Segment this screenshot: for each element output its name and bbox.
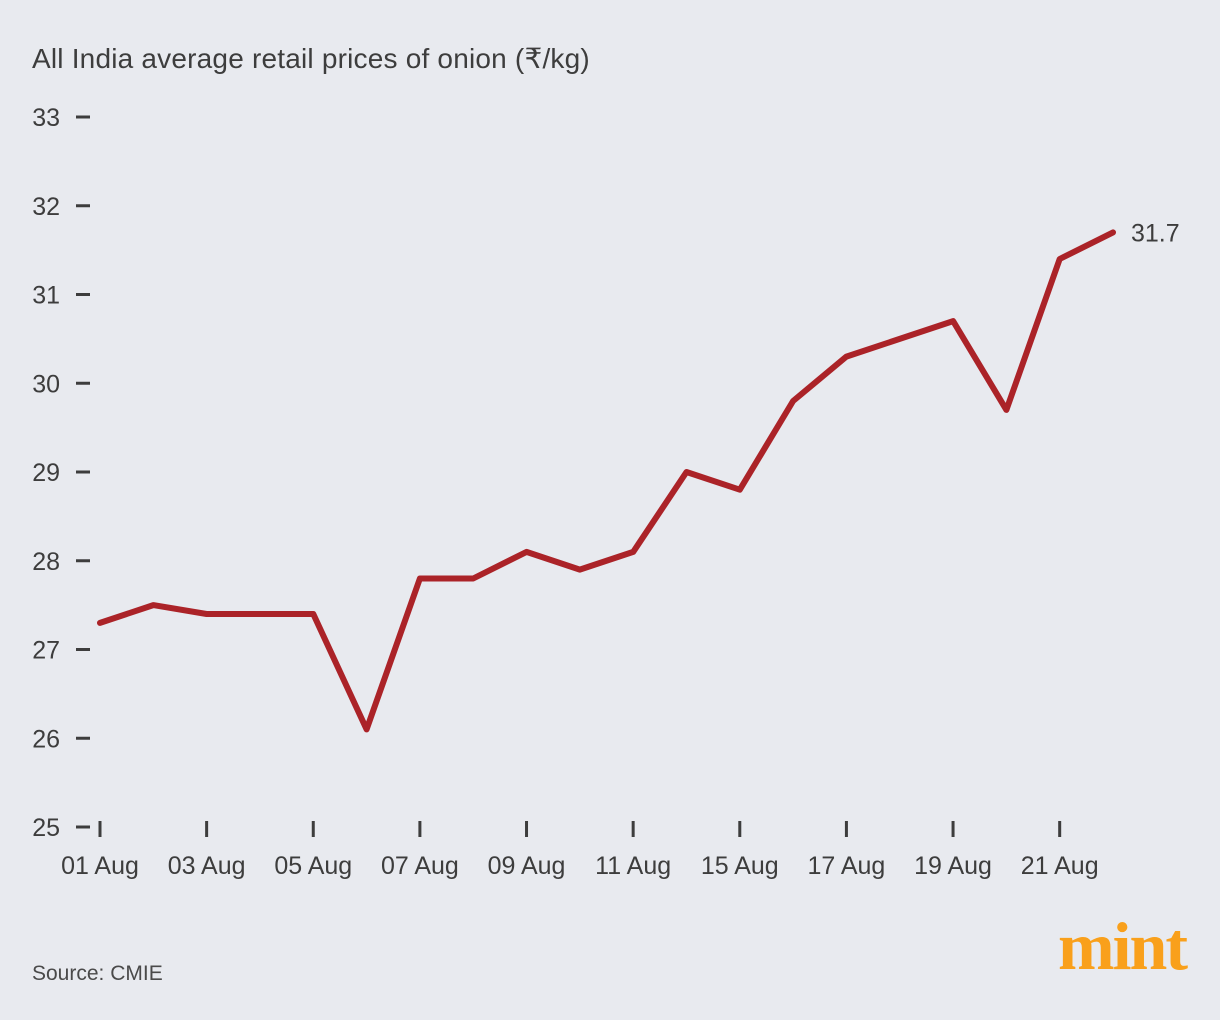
y-tick-label: 30: [32, 370, 60, 398]
y-tick-label: 29: [32, 459, 60, 487]
y-tick-label: 32: [32, 193, 60, 221]
x-tick-label: 05 Aug: [274, 852, 352, 880]
last-value-label: 31.7: [1131, 219, 1180, 247]
x-tick-label: 15 Aug: [701, 852, 779, 880]
x-tick-label: 03 Aug: [168, 852, 246, 880]
y-tick-label: 33: [32, 104, 60, 132]
x-tick-label: 19 Aug: [914, 852, 992, 880]
y-tick-label: 26: [32, 725, 60, 753]
x-tick-label: 17 Aug: [807, 852, 885, 880]
x-tick-label: 11 Aug: [595, 852, 671, 880]
chart-title: All India average retail prices of onion…: [32, 43, 590, 74]
y-tick-label: 27: [32, 637, 60, 665]
x-tick-label: 21 Aug: [1021, 852, 1099, 880]
price-line: [97, 229, 1116, 733]
y-tick-label: 25: [32, 814, 60, 842]
source-note: Source: CMIE: [32, 962, 163, 985]
x-tick-label: 09 Aug: [488, 852, 566, 880]
x-tick-label: 07 Aug: [381, 852, 459, 880]
y-tick-label: 28: [32, 548, 60, 576]
x-tick-label: 01 Aug: [61, 852, 139, 880]
mint-logo: mint: [1058, 908, 1188, 984]
y-tick-label: 31: [32, 282, 60, 310]
